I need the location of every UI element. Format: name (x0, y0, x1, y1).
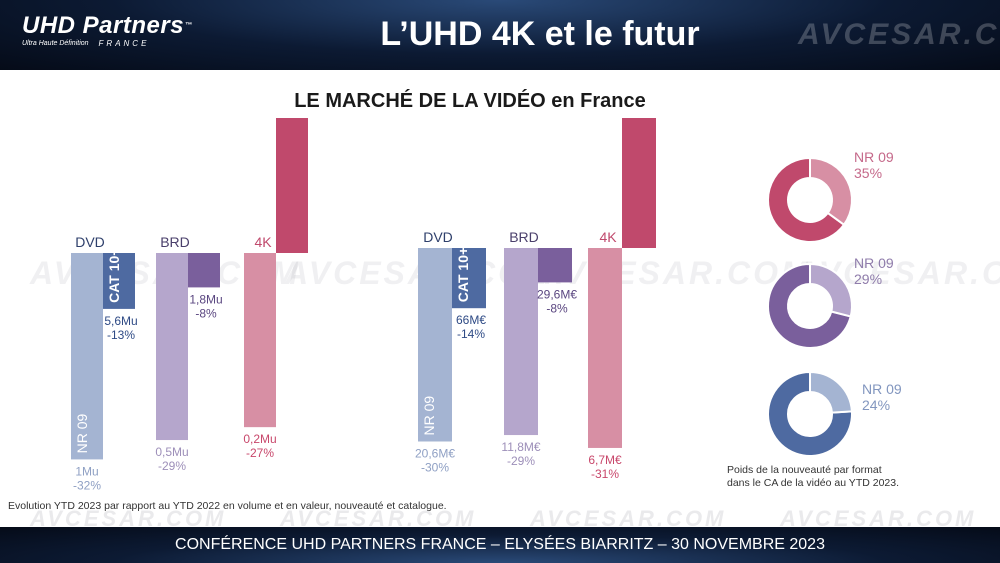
donut-footnote: Poids de la nouveauté par format dans le… (727, 464, 899, 490)
donut-BRD-nr09 (809, 262, 853, 318)
donut-DVD-nr09 (809, 370, 853, 414)
nr-label-1-DVD: NR 09 (421, 396, 437, 436)
nr-value-0-4K: 0,2Mu (243, 432, 276, 446)
footer-text: CONFÉRENCE UHD PARTNERS FRANCE – ELYSÉES… (175, 536, 825, 553)
cat-change-1-DVD: -14% (457, 327, 485, 341)
bar-0-4K-nr (244, 253, 276, 428)
donut-footnote-line-2: dans le CA de la vidéo au YTD 2023. (727, 477, 900, 489)
donut-4K-nr09 (809, 156, 853, 227)
bar-1-DVD-nr (418, 248, 452, 442)
nr-change-1-BRD: -29% (507, 454, 535, 468)
cat-label-0-DVD: CAT 10+ (106, 248, 122, 303)
logo-main-text: UHD Partners (22, 12, 185, 39)
nr-value-1-BRD: 11,8M€ (501, 440, 540, 454)
bar-1-4K-cat (622, 118, 656, 248)
cat-value-0-BRD: 1,8Mu (189, 292, 222, 306)
nr-value-0-DVD: 1Mu (75, 464, 98, 478)
bar-0-DVD-nr (71, 253, 103, 460)
uhd-partners-logo: UHD Partners™ Ultra Haute Définition FRA… (22, 14, 193, 48)
page-title: L’UHD 4K et le futur (380, 15, 700, 53)
donut-value-BRD: 29% (854, 271, 882, 287)
nr-label-0-DVD: NR 09 (74, 414, 90, 454)
format-label-1-BRD: BRD (509, 229, 539, 245)
cat-change-1-BRD: -8% (546, 301, 568, 315)
donut-value-4K: 35% (854, 165, 882, 181)
nr-change-0-4K: -27% (246, 446, 274, 460)
donut-value-DVD: 24% (862, 397, 890, 413)
format-label-0-DVD: DVD (75, 234, 105, 250)
logo-tm: ™ (185, 22, 193, 29)
chart-footnote: Evolution YTD 2023 par rapport au YTD 20… (8, 500, 447, 512)
header-banner: UHD Partners™ Ultra Haute Définition FRA… (0, 0, 1000, 70)
bar-1-BRD-cat (538, 248, 572, 283)
format-label-1-4K: 4K (599, 229, 617, 245)
nr-change-1-DVD: -30% (421, 461, 449, 475)
bar-1-BRD-nr (504, 248, 538, 436)
donut-label-DVD: NR 09 (862, 381, 902, 397)
bar-0-BRD-cat (188, 253, 220, 288)
nr-value-0-BRD: 0,5Mu (155, 445, 188, 459)
donut-BRD-rest (767, 262, 852, 349)
cat-label-1-DVD: CAT 10+ (455, 247, 471, 302)
cat-value-0-DVD: 5,6Mu (104, 314, 137, 328)
footer-banner: CONFÉRENCE UHD PARTNERS FRANCE – ELYSÉES… (0, 527, 1000, 563)
donut-4K-rest (767, 156, 846, 243)
bar-0-4K-cat (276, 118, 308, 254)
cat-value-1-DVD: 66M€ (456, 313, 486, 327)
nr-value-1-DVD: 20,6M€ (415, 447, 455, 461)
cat-change-0-BRD: -8% (195, 306, 217, 320)
logo-country: FRANCE (98, 39, 150, 48)
bar-0-DVD-cat (103, 253, 135, 309)
donut-label-BRD: NR 09 (854, 255, 894, 271)
format-label-1-DVD: DVD (423, 229, 453, 245)
bar-1-4K-nr (588, 248, 622, 448)
donut-DVD-rest (767, 370, 853, 457)
cat-change-0-DVD: -13% (107, 328, 135, 342)
donut-footnote-line-1: Poids de la nouveauté par format (727, 464, 882, 476)
logo-subtitle: Ultra Haute Définition (22, 40, 89, 47)
watermark-top: AVCESAR.COM (798, 18, 1000, 51)
chart-subtitle: LE MARCHÉ DE LA VIDÉO en France (294, 90, 646, 112)
nr-value-1-4K: 6,7M€ (588, 453, 622, 467)
nr-change-0-DVD: -32% (73, 478, 101, 492)
bar-0-BRD-nr (156, 253, 188, 441)
cat-value-1-BRD: 29,6M€ (537, 287, 577, 301)
nr-change-0-BRD: -29% (158, 459, 186, 473)
format-label-0-4K: 4K (254, 234, 272, 250)
bar-1-DVD-cat (452, 248, 486, 309)
donut-label-4K: NR 09 (854, 149, 894, 165)
nr-change-1-4K: -31% (591, 467, 619, 481)
format-label-0-BRD: BRD (160, 234, 190, 250)
